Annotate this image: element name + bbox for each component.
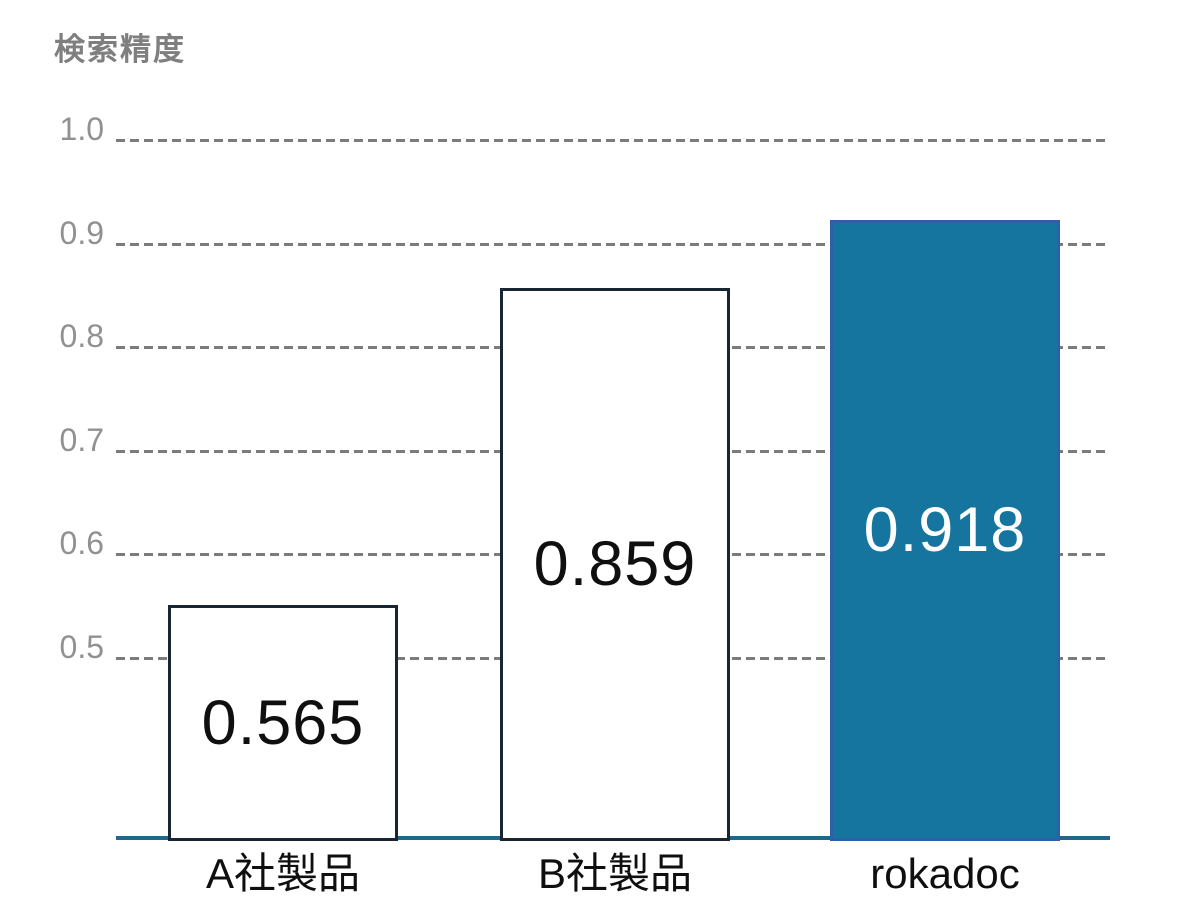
y-axis-tick-label: 0.8 [59, 318, 104, 354]
x-axis-category-label: B社製品 [537, 850, 692, 897]
bar-rokadoc: 0.918 [830, 220, 1060, 841]
y-axis-tick-label: 0.6 [59, 525, 104, 561]
y-axis-tick-label: 0.7 [59, 421, 104, 458]
chart-title: 検索精度 [54, 32, 186, 67]
y-axis-tick-label: 0.9 [59, 214, 104, 251]
bar-a-sha-product: 0.565 [168, 605, 398, 841]
bar-value-label: 0.565 [201, 687, 365, 758]
bar-b-sha-product: 0.859 [500, 288, 730, 841]
x-axis-category-label: A社製品 [205, 850, 360, 897]
bar-value-label: 0.918 [863, 495, 1027, 565]
gridline [116, 139, 1110, 142]
x-axis-category-label: rokadoc [870, 850, 1020, 897]
bar-value-label: 0.859 [533, 529, 697, 599]
y-axis-tick-label: 0.5 [59, 628, 104, 665]
y-axis-tick-label: 1.0 [59, 111, 104, 147]
gridline [116, 242, 1110, 246]
